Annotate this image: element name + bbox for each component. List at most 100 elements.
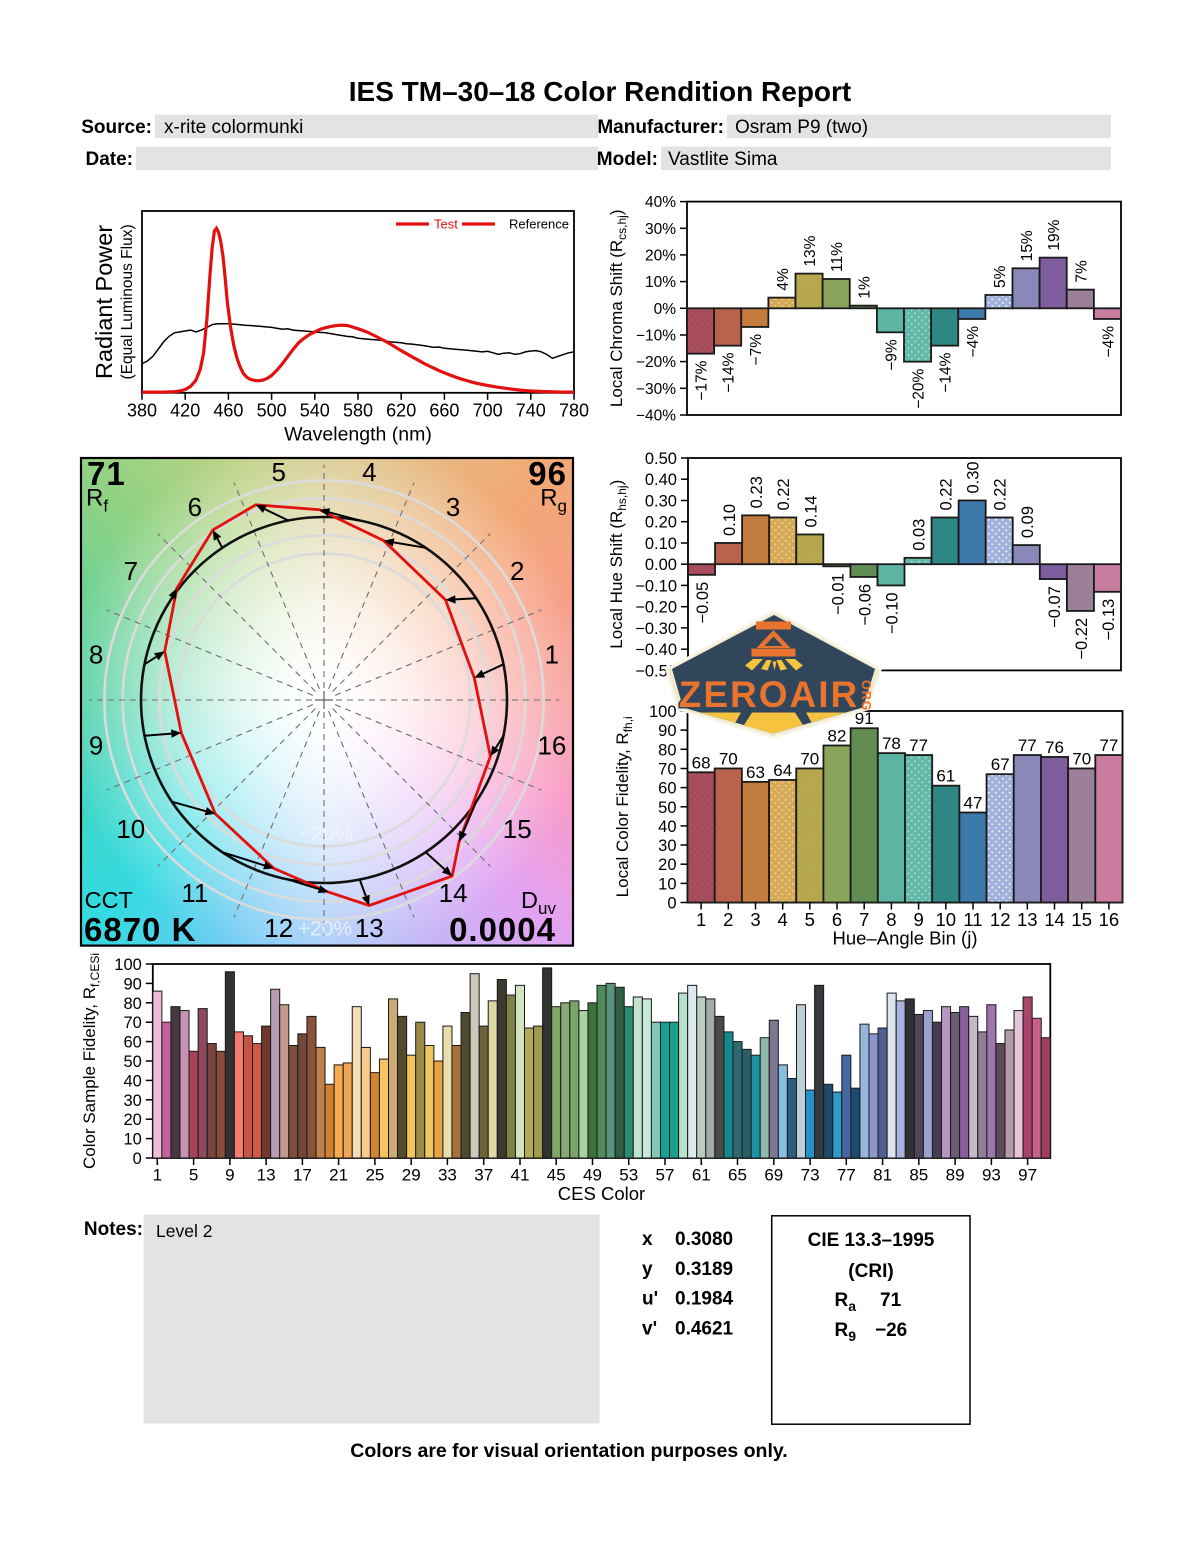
- svg-text:61: 61: [692, 1166, 711, 1185]
- svg-text:4%: 4%: [775, 268, 792, 291]
- svg-text:15: 15: [503, 814, 532, 844]
- svg-text:0.22: 0.22: [938, 478, 956, 510]
- svg-text:2: 2: [723, 909, 733, 930]
- svg-text:20%: 20%: [645, 247, 676, 264]
- svg-text:660: 660: [429, 400, 459, 420]
- svg-text:12: 12: [990, 909, 1011, 930]
- svg-text:10: 10: [658, 875, 676, 893]
- svg-text:16: 16: [1099, 909, 1120, 930]
- svg-text:45: 45: [547, 1166, 566, 1185]
- svg-text:6: 6: [832, 909, 842, 930]
- svg-text:580: 580: [343, 400, 373, 420]
- svg-text:70: 70: [800, 750, 819, 769]
- svg-text:20: 20: [123, 1111, 141, 1129]
- svg-text:−30%: −30%: [636, 381, 676, 398]
- svg-text:0.3080: 0.3080: [675, 1229, 733, 1250]
- svg-text:7%: 7%: [1073, 260, 1090, 283]
- svg-text:5: 5: [271, 457, 285, 487]
- svg-text:100: 100: [114, 956, 142, 974]
- svg-text:100: 100: [649, 703, 677, 721]
- svg-text:ORG: ORG: [859, 680, 873, 711]
- svg-text:0.23: 0.23: [748, 476, 766, 508]
- svg-text:96: 96: [528, 455, 567, 492]
- svg-text:70: 70: [1072, 750, 1091, 769]
- svg-text:Level 2: Level 2: [156, 1221, 212, 1241]
- svg-text:15: 15: [1071, 909, 1092, 930]
- svg-text:380: 380: [127, 400, 157, 420]
- svg-text:−20%: −20%: [911, 368, 928, 408]
- svg-text:0.03: 0.03: [911, 519, 929, 551]
- svg-text:R9: R9: [834, 1320, 856, 1344]
- svg-text:19%: 19%: [1046, 219, 1063, 250]
- svg-text:1%: 1%: [856, 276, 873, 299]
- svg-text:93: 93: [982, 1166, 1001, 1185]
- svg-text:47: 47: [964, 794, 983, 813]
- svg-text:6870 K: 6870 K: [84, 911, 196, 948]
- svg-text:0.4621: 0.4621: [675, 1318, 734, 1339]
- svg-text:0.30: 0.30: [645, 493, 677, 511]
- svg-text:53: 53: [619, 1166, 638, 1185]
- svg-text:91: 91: [855, 709, 874, 728]
- svg-text:−0.07: −0.07: [1046, 586, 1064, 628]
- svg-text:−4%: −4%: [1100, 326, 1117, 358]
- svg-text:6: 6: [188, 492, 202, 522]
- svg-text:−0.20: −0.20: [635, 599, 677, 617]
- svg-text:60: 60: [123, 1034, 141, 1052]
- svg-text:Reference: Reference: [509, 217, 569, 232]
- svg-text:50: 50: [658, 799, 676, 817]
- svg-text:69: 69: [764, 1166, 783, 1185]
- svg-text:40: 40: [658, 818, 676, 836]
- svg-text:17: 17: [293, 1166, 312, 1185]
- svg-text:620: 620: [386, 400, 416, 420]
- svg-text:13: 13: [257, 1166, 276, 1185]
- svg-text:5: 5: [805, 909, 815, 930]
- svg-text:Vastlite Sima: Vastlite Sima: [668, 149, 778, 170]
- svg-text:77: 77: [837, 1166, 856, 1185]
- svg-text:Color Sample Fidelity, Rf,CESi: Color Sample Fidelity, Rf,CESi: [80, 953, 102, 1169]
- svg-text:40%: 40%: [645, 194, 676, 211]
- svg-text:76: 76: [1045, 738, 1064, 757]
- svg-text:11: 11: [963, 909, 982, 930]
- svg-text:90: 90: [123, 975, 141, 993]
- svg-text:−14%: −14%: [721, 352, 738, 392]
- svg-text:15%: 15%: [1019, 230, 1036, 261]
- svg-text:30: 30: [658, 837, 676, 855]
- svg-text:7: 7: [124, 556, 138, 586]
- svg-text:CIE 13.3–1995: CIE 13.3–1995: [808, 1230, 935, 1251]
- svg-text:4: 4: [362, 457, 376, 487]
- svg-text:10: 10: [116, 814, 145, 844]
- svg-text:10%: 10%: [645, 274, 676, 291]
- svg-text:3: 3: [750, 909, 760, 930]
- svg-text:Local Hue Shift (Rhs,hj): Local Hue Shift (Rhs,hj): [607, 480, 629, 649]
- svg-text:70: 70: [123, 1014, 141, 1032]
- svg-text:Radiant Power: Radiant Power: [91, 225, 117, 379]
- svg-text:0.50: 0.50: [645, 450, 677, 468]
- svg-text:1: 1: [545, 640, 559, 670]
- svg-text:30: 30: [123, 1092, 141, 1110]
- svg-text:77: 77: [1099, 736, 1118, 755]
- svg-text:−0.22: −0.22: [1073, 618, 1091, 660]
- svg-text:(Equal Luminous Flux): (Equal Luminous Flux): [119, 224, 136, 379]
- svg-text:0.14: 0.14: [802, 495, 820, 527]
- svg-text:500: 500: [257, 400, 287, 420]
- svg-text:0.1984: 0.1984: [675, 1289, 734, 1310]
- svg-text:21: 21: [329, 1166, 348, 1185]
- svg-text:x: x: [642, 1229, 653, 1250]
- svg-text:−10%: −10%: [636, 328, 676, 345]
- svg-text:77: 77: [1018, 736, 1037, 755]
- svg-text:97: 97: [1018, 1166, 1037, 1185]
- svg-text:90: 90: [658, 722, 676, 740]
- svg-text:0.10: 0.10: [721, 504, 739, 536]
- svg-text:5%: 5%: [992, 265, 1009, 288]
- svg-text:14: 14: [439, 878, 468, 908]
- svg-text:41: 41: [511, 1166, 530, 1185]
- svg-text:−4%: −4%: [965, 326, 982, 358]
- svg-text:61: 61: [936, 767, 955, 786]
- svg-text:0.3189: 0.3189: [675, 1259, 733, 1280]
- svg-text:460: 460: [213, 400, 243, 420]
- svg-text:60: 60: [658, 780, 676, 798]
- svg-text:0.20: 0.20: [645, 514, 677, 532]
- svg-text:CES Color: CES Color: [558, 1183, 645, 1204]
- svg-text:0.09: 0.09: [1019, 506, 1037, 538]
- svg-text:1: 1: [153, 1166, 162, 1185]
